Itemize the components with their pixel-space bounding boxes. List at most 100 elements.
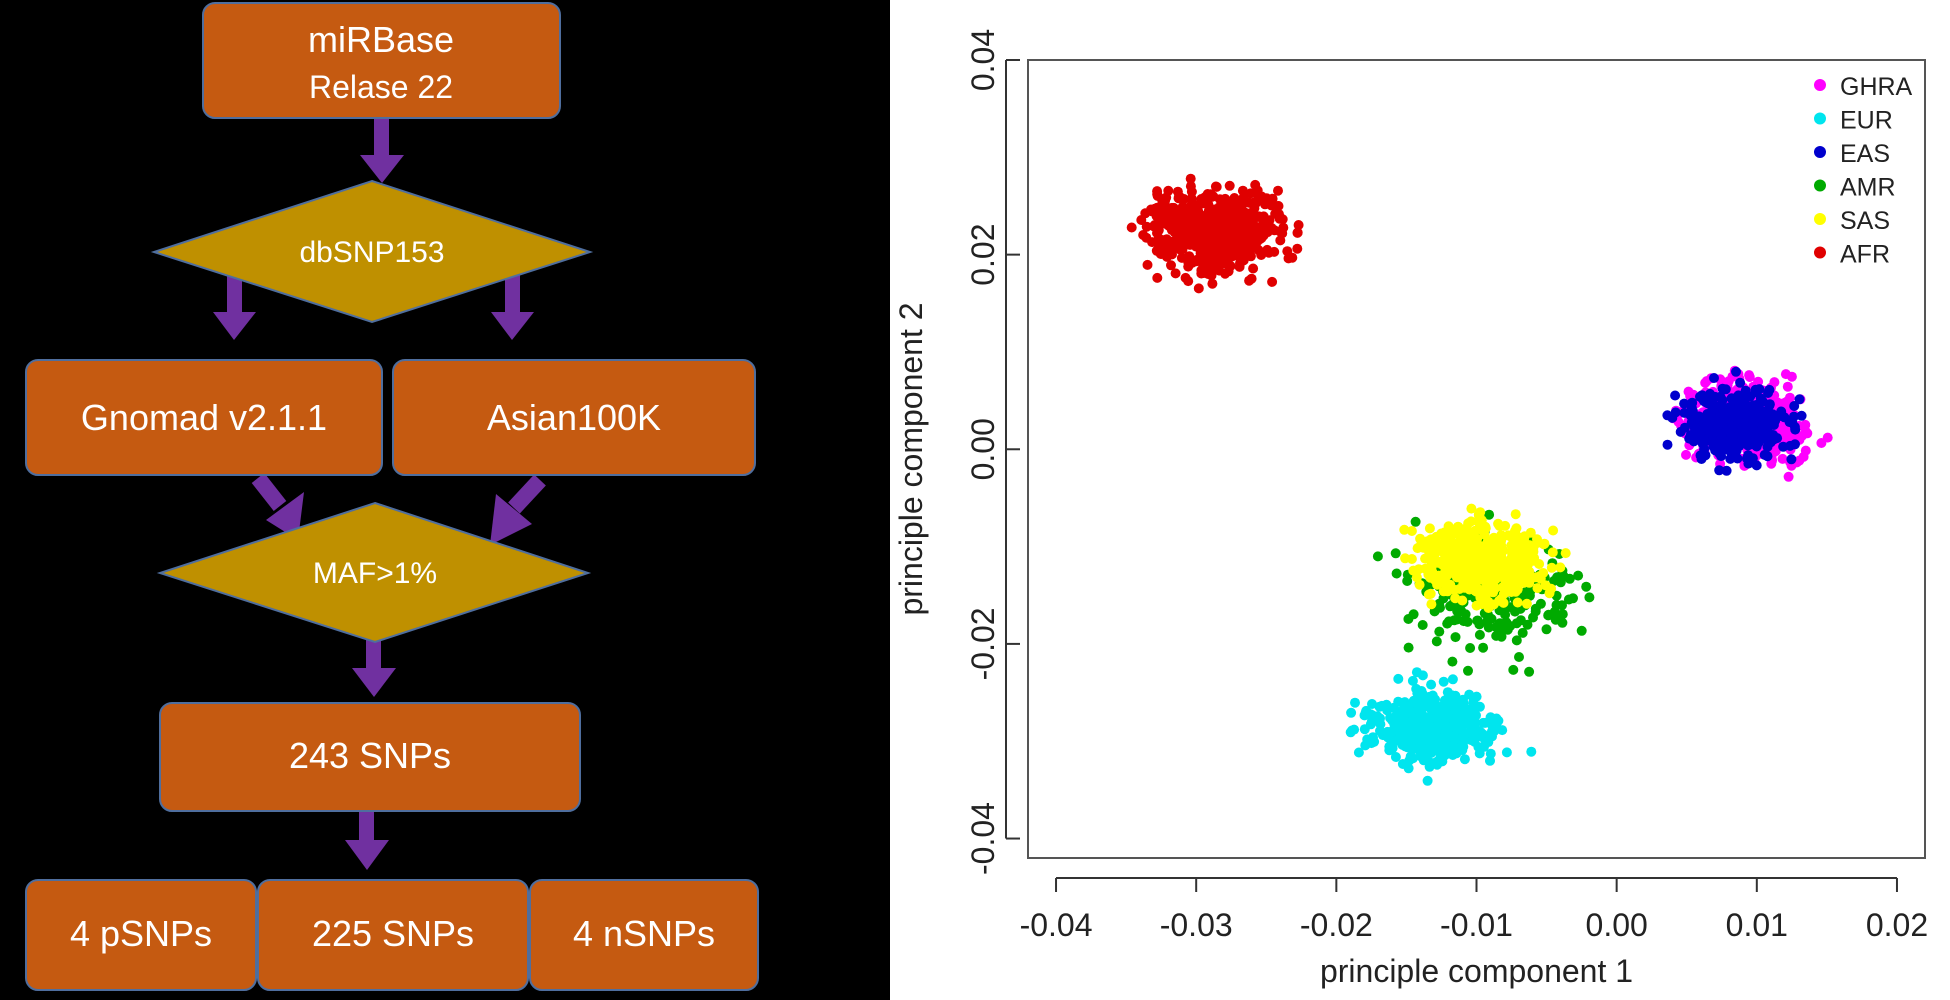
point-eur: [1452, 709, 1463, 720]
point-amr: [1465, 643, 1476, 653]
point-afr: [1156, 249, 1167, 259]
point-eur: [1497, 725, 1508, 736]
point-eur: [1423, 723, 1434, 734]
point-amr: [1524, 666, 1535, 677]
point-eur: [1350, 697, 1360, 708]
point-afr: [1224, 180, 1235, 191]
point-afr: [1174, 240, 1185, 251]
point-amr: [1478, 642, 1489, 653]
point-eur: [1390, 752, 1401, 762]
point-afr: [1187, 217, 1198, 228]
point-afr: [1229, 225, 1240, 236]
point-eas: [1706, 412, 1717, 423]
point-afr: [1240, 213, 1251, 224]
point-amr: [1541, 624, 1552, 635]
point-sas: [1512, 584, 1523, 595]
point-eas: [1730, 439, 1741, 450]
point-eur: [1443, 712, 1453, 723]
point-amr: [1517, 627, 1528, 638]
point-sas: [1527, 546, 1538, 557]
point-ghra: [1782, 381, 1793, 392]
point-afr: [1146, 204, 1156, 215]
node-mirbase-line2: Relase 22: [309, 69, 453, 105]
point-eur: [1459, 754, 1470, 765]
flowchart-panel: miRBase Relase 22 dbSNP153 Gnomad v2.1.1…: [0, 0, 890, 1000]
point-amr: [1486, 613, 1497, 624]
point-ghra: [1783, 471, 1794, 482]
point-sas: [1449, 584, 1460, 595]
series-afr: [1126, 173, 1304, 294]
point-sas: [1555, 562, 1566, 573]
point-afr: [1267, 276, 1278, 287]
point-eur: [1422, 775, 1433, 786]
point-afr: [1292, 243, 1303, 254]
point-eur: [1472, 701, 1483, 712]
point-eas: [1763, 388, 1773, 398]
point-eas: [1717, 383, 1728, 394]
point-afr: [1198, 260, 1209, 270]
point-amr: [1443, 616, 1454, 627]
legend-label: GHRA: [1840, 73, 1913, 101]
point-ghra: [1777, 453, 1788, 464]
point-afr: [1225, 261, 1236, 271]
point-afr: [1248, 263, 1259, 274]
point-eas: [1694, 411, 1705, 422]
point-amr: [1431, 636, 1442, 647]
y-tick-label: 0.04: [965, 29, 1001, 91]
flow-arrows: [213, 118, 546, 870]
point-amr: [1403, 642, 1414, 653]
point-amr: [1584, 592, 1595, 603]
node-gnomad: Gnomad v2.1.1: [25, 359, 383, 476]
point-amr: [1522, 619, 1533, 630]
point-afr: [1151, 211, 1162, 222]
point-sas: [1519, 542, 1529, 553]
point-amr: [1390, 548, 1401, 559]
point-eur: [1366, 738, 1377, 749]
point-afr: [1219, 221, 1230, 232]
point-eas: [1688, 433, 1699, 444]
point-eas: [1732, 453, 1743, 464]
point-eur: [1447, 674, 1458, 685]
point-eas: [1727, 407, 1738, 418]
point-amr: [1557, 617, 1568, 628]
flowchart: miRBase Relase 22 dbSNP153 Gnomad v2.1.1…: [25, 2, 759, 991]
legend-marker: [1814, 112, 1826, 125]
point-eas: [1725, 453, 1736, 464]
x-tick-label: -0.03: [1160, 907, 1233, 943]
point-sas: [1473, 558, 1484, 569]
point-ghra: [1800, 419, 1811, 430]
point-eur: [1486, 726, 1497, 737]
point-eas: [1716, 431, 1727, 442]
point-ghra: [1769, 377, 1780, 388]
point-amr: [1573, 570, 1584, 581]
point-afr: [1232, 198, 1243, 209]
point-eas: [1762, 435, 1773, 446]
node-nsnps-label: 4 nSNPs: [573, 913, 715, 954]
point-afr: [1256, 191, 1267, 202]
point-eur: [1486, 713, 1497, 724]
point-sas: [1473, 549, 1484, 559]
point-eas: [1697, 438, 1708, 449]
point-sas: [1532, 583, 1543, 594]
point-eur: [1409, 697, 1420, 708]
point-amr: [1502, 624, 1513, 635]
point-amr: [1501, 617, 1512, 628]
point-eas: [1734, 400, 1745, 411]
point-afr: [1269, 246, 1280, 257]
point-afr: [1152, 272, 1163, 283]
point-sas: [1462, 567, 1473, 578]
point-eur: [1382, 705, 1393, 716]
point-afr: [1239, 237, 1250, 248]
node-maf-label: MAF>1%: [313, 557, 437, 590]
point-ghra: [1780, 369, 1791, 380]
point-sas: [1444, 537, 1455, 548]
point-sas: [1496, 593, 1507, 604]
point-sas: [1471, 600, 1482, 611]
point-eur: [1415, 738, 1426, 749]
point-sas: [1494, 521, 1505, 531]
legend-marker: [1814, 79, 1826, 91]
point-sas: [1449, 546, 1460, 557]
point-eur: [1415, 751, 1426, 762]
point-eur: [1438, 676, 1449, 687]
y-axis-label: principle component 2: [893, 302, 929, 615]
